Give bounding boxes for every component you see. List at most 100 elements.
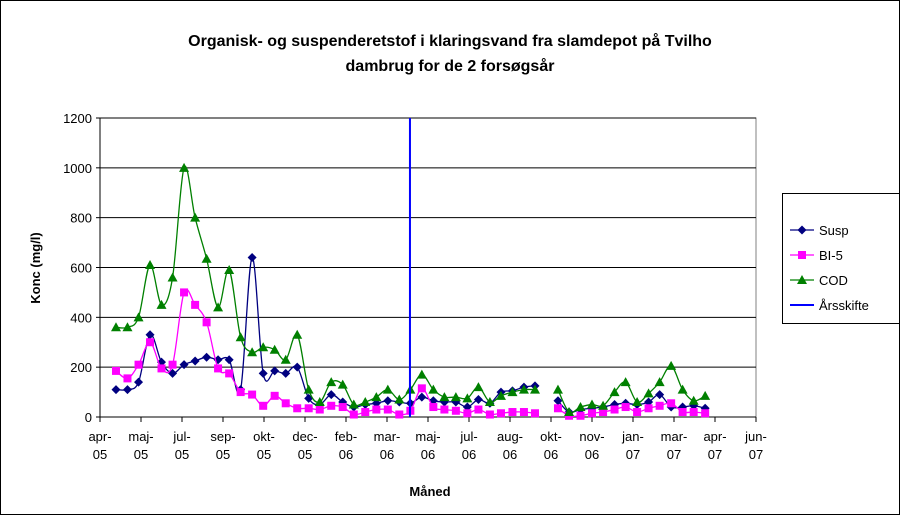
marker <box>111 385 121 395</box>
marker <box>451 406 460 415</box>
marker <box>797 275 807 284</box>
y-tick-label: 0 <box>85 410 92 425</box>
marker <box>247 347 258 357</box>
marker <box>292 362 302 372</box>
x-tick-label: okt-05 <box>253 429 275 462</box>
x-axis-label: Måned <box>409 484 450 499</box>
marker <box>225 369 234 378</box>
marker <box>553 396 563 406</box>
legend-item: Årsskifte <box>790 298 869 313</box>
marker <box>360 397 371 407</box>
marker <box>145 330 155 340</box>
marker <box>201 253 212 263</box>
x-tick-label: apr-07 <box>703 429 726 462</box>
marker <box>292 329 303 339</box>
marker <box>633 408 642 417</box>
marker <box>484 397 495 407</box>
marker <box>655 401 664 410</box>
marker <box>281 368 291 378</box>
x-tick-label: aug-06 <box>497 429 523 462</box>
x-tick-label: maj-06 <box>415 429 440 462</box>
marker <box>654 377 665 387</box>
marker <box>122 385 132 395</box>
legend-label: BI-5 <box>819 248 843 263</box>
marker <box>122 322 133 332</box>
marker <box>224 355 234 365</box>
y-tick-label: 800 <box>70 211 92 226</box>
x-tick-label: nov-06 <box>579 429 604 462</box>
y-tick-label: 1200 <box>63 111 92 126</box>
x-tick-label: mar-06 <box>374 429 401 462</box>
marker <box>326 377 337 387</box>
x-tick-label: apr-05 <box>88 429 111 462</box>
marker <box>179 162 190 172</box>
marker <box>417 392 427 402</box>
chart-title: dambrug for de 2 forsøgsår <box>346 57 555 75</box>
marker <box>224 264 235 274</box>
marker <box>473 382 484 392</box>
marker <box>280 354 291 364</box>
marker <box>797 225 807 235</box>
marker <box>180 288 189 297</box>
marker <box>258 342 269 352</box>
marker <box>678 408 687 417</box>
marker <box>123 374 132 383</box>
marker <box>338 403 347 412</box>
marker <box>382 384 393 394</box>
marker <box>383 396 393 406</box>
marker <box>167 272 178 282</box>
marker <box>315 405 324 414</box>
legend-item: Susp <box>790 223 849 238</box>
x-tick-label: jan-07 <box>621 429 644 462</box>
marker <box>157 364 166 373</box>
marker <box>235 332 246 342</box>
marker <box>327 401 336 410</box>
marker <box>372 405 381 414</box>
marker <box>495 390 506 400</box>
marker <box>314 397 325 407</box>
marker <box>371 392 382 402</box>
marker <box>270 391 279 400</box>
x-tick-label: jul-05 <box>172 429 190 462</box>
marker <box>337 379 348 389</box>
marker <box>587 399 597 409</box>
marker <box>145 260 156 270</box>
marker <box>507 387 518 397</box>
y-tick-label: 400 <box>70 310 92 325</box>
marker <box>146 338 155 347</box>
marker <box>621 403 630 412</box>
legend-item: COD <box>790 273 848 288</box>
marker <box>689 408 698 417</box>
marker <box>202 318 211 327</box>
marker <box>552 384 563 394</box>
marker <box>179 360 189 370</box>
marker <box>134 360 143 369</box>
marker <box>564 407 575 417</box>
marker <box>530 384 541 394</box>
marker <box>485 410 494 419</box>
marker <box>213 302 224 312</box>
x-tick-label: jun-07 <box>744 429 767 462</box>
x-tick-label: okt-06 <box>540 429 562 462</box>
marker <box>463 409 472 418</box>
marker <box>518 384 529 394</box>
marker <box>394 394 405 404</box>
marker <box>440 405 449 414</box>
marker <box>190 356 200 366</box>
marker <box>417 384 426 393</box>
marker <box>190 212 201 222</box>
marker <box>168 360 177 369</box>
marker <box>496 409 505 418</box>
marker <box>191 300 200 309</box>
marker <box>508 408 517 417</box>
marker <box>383 405 392 414</box>
marker <box>439 392 450 402</box>
marker <box>632 397 643 407</box>
legend-label: Årsskifte <box>819 298 869 313</box>
marker <box>303 384 314 394</box>
marker <box>798 251 806 259</box>
marker <box>428 384 439 394</box>
marker <box>519 408 528 417</box>
y-tick-label: 1000 <box>63 161 92 176</box>
